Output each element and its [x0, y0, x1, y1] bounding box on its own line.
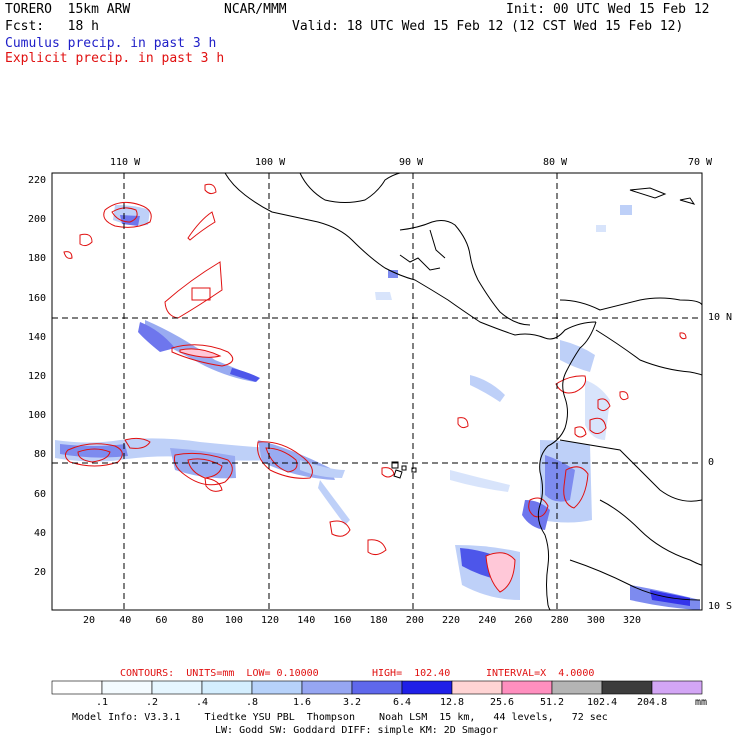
x-tick-label: 100 — [224, 615, 243, 626]
longitude-label: 80 W — [543, 157, 568, 168]
colorbar-swatch — [201, 680, 253, 695]
model-info: Model Info: V3.3.1 Tiedtke YSU PBL Thomp… — [72, 712, 608, 723]
colorbar-value: .1 — [96, 697, 109, 708]
colorbar-value: 25.6 — [490, 697, 515, 708]
colorbar-value: .2 — [146, 697, 159, 708]
model-title: TORERO 15km ARW — [5, 2, 131, 17]
organization-label: NCAR/MMM — [224, 2, 287, 17]
x-tick-label: 140 — [297, 615, 316, 626]
x-tick-label: 280 — [550, 615, 569, 626]
x-tick-label: 60 — [155, 615, 168, 626]
longitude-label: 70 W — [688, 157, 713, 168]
longitude-label: 90 W — [399, 157, 424, 168]
colorbar-swatch — [51, 680, 103, 695]
init-time: Init: 00 UTC Wed 15 Feb 12 — [506, 2, 710, 17]
colorbar-swatch — [451, 680, 503, 695]
colorbar-swatch — [401, 680, 453, 695]
explicit-legend-title: Explicit precip. in past 3 h — [5, 51, 225, 66]
contours-high: HIGH= 102.40 — [372, 668, 451, 679]
plot-frame — [51, 172, 703, 611]
y-tick-label: 20 — [34, 567, 47, 578]
colorbar-swatch — [601, 680, 653, 695]
x-tick-label: 40 — [119, 615, 132, 626]
contours-info: CONTOURS: UNITS=mm LOW= 0.10000 — [120, 668, 319, 679]
x-tick-label: 160 — [333, 615, 352, 626]
x-tick-label: 20 — [83, 615, 96, 626]
y-tick-label: 40 — [34, 527, 47, 539]
cumulus-precip-shading — [55, 205, 700, 610]
x-tick-label: 180 — [369, 615, 388, 626]
explicit-precip-contours — [63, 183, 687, 593]
x-tick-label: 80 — [191, 615, 204, 626]
valid-time: Valid: 18 UTC Wed 15 Feb 12 (12 CST Wed … — [292, 19, 684, 34]
forecast-hour: Fcst: 18 h — [5, 19, 99, 34]
y-tick-label: 80 — [34, 449, 47, 461]
colorbar-swatch — [251, 680, 303, 695]
x-tick-label: 260 — [514, 615, 533, 626]
physics-info: LW: Godd SW: Goddard DIFF: simple KM: 2D… — [215, 725, 498, 736]
coastlines — [224, 173, 702, 610]
colorbar-unit: mm — [695, 697, 708, 708]
latitude-label: 10 N — [708, 312, 733, 323]
colorbar-value: 12.8 — [440, 697, 465, 708]
y-tick-label: 100 — [28, 410, 47, 422]
map-content — [52, 173, 702, 610]
y-tick-label: 160 — [28, 292, 47, 304]
colorbar-value: 204.8 — [637, 697, 668, 708]
colorbar-swatches — [51, 680, 703, 695]
longitude-label: 110 W — [110, 157, 141, 168]
colorbar-swatch — [351, 680, 403, 695]
colorbar-swatch — [301, 680, 353, 695]
y-tick-label: 220 — [28, 175, 47, 186]
colorbar-value: 51.2 — [540, 697, 565, 708]
y-tick-label: 180 — [28, 253, 47, 265]
y-tick-label: 200 — [28, 214, 47, 226]
contours-interval: INTERVAL=X 4.0000 — [486, 668, 595, 679]
colorbar-value: .8 — [246, 697, 259, 708]
x-tick-label: 200 — [405, 615, 424, 626]
colorbar-swatch — [651, 680, 703, 695]
colorbar-swatch — [101, 680, 153, 695]
x-tick-label: 300 — [586, 615, 605, 626]
colorbar-swatch — [551, 680, 603, 695]
colorbar-swatch — [501, 680, 553, 695]
x-tick-label: 240 — [478, 615, 497, 626]
latitude-label: 0 — [708, 457, 715, 468]
colorbar-value: 6.4 — [393, 697, 412, 708]
colorbar-value: 102.4 — [587, 697, 618, 708]
colorbar-value: 3.2 — [343, 697, 362, 708]
x-tick-label: 220 — [442, 615, 461, 626]
y-tick-label: 60 — [34, 488, 47, 500]
x-tick-label: 320 — [623, 615, 642, 626]
graticule-lines — [52, 173, 702, 610]
y-tick-label: 140 — [28, 331, 47, 343]
latitude-label: 10 S — [708, 601, 733, 612]
cumulus-legend-title: Cumulus precip. in past 3 h — [5, 36, 217, 51]
colorbar-value: 1.6 — [293, 697, 312, 708]
colorbar-value: .4 — [196, 697, 209, 708]
colorbar-swatch — [151, 680, 203, 695]
longitude-label: 100 W — [255, 157, 286, 168]
x-tick-label: 120 — [261, 615, 280, 626]
y-tick-label: 120 — [28, 371, 47, 382]
